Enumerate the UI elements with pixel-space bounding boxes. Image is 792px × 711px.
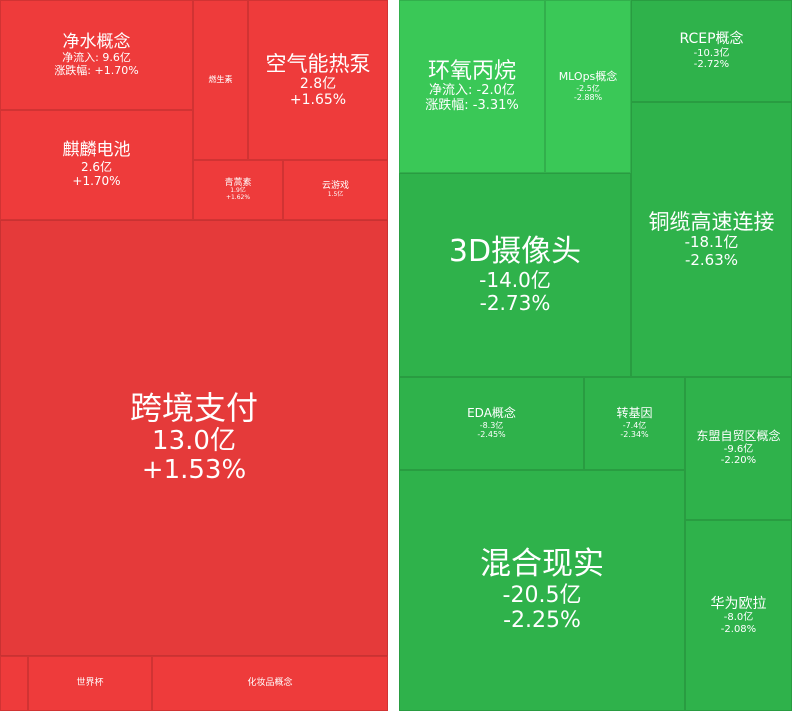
tile-net-inflow: 1.5亿 <box>327 190 344 198</box>
tile-name: 青蒿素 <box>224 177 252 188</box>
tile-name: 3D摄像头 <box>448 233 582 269</box>
tile-change: -2.20% <box>720 455 757 467</box>
tile-name: 化妆品概念 <box>247 678 293 689</box>
tile-change: +1.65% <box>289 92 347 109</box>
treemap-tile[interactable]: 混合现实 -20.5亿 -2.25% <box>399 470 685 711</box>
treemap-tile[interactable]: 世界杯 <box>28 656 152 711</box>
tile-net-inflow: 2.6亿 <box>80 159 113 174</box>
treemap-tile[interactable]: 跨境支付 13.0亿 +1.53% <box>0 220 388 656</box>
tile-change: -2.08% <box>720 623 757 635</box>
tile-name: MLOps概念 <box>558 69 618 83</box>
tile-name: 东盟自贸区概念 <box>696 429 781 444</box>
treemap-tile[interactable]: 云游戏 1.5亿 <box>283 160 388 220</box>
tile-name: 环氧丙烷 <box>427 58 516 84</box>
treemap-tile[interactable]: 净水概念 净流入: 9.6亿 涨跌幅: +1.70% <box>0 0 193 110</box>
tile-net-inflow: 13.0亿 <box>152 425 236 456</box>
tile-change: +1.70% <box>72 173 121 188</box>
tile-name: 转基因 <box>616 406 653 421</box>
treemap-tile[interactable]: 华为欧拉 -8.0亿 -2.08% <box>685 520 792 711</box>
tile-name: 铜缆高速连接 <box>648 210 775 235</box>
tile-net-inflow: -8.3亿 <box>479 421 504 431</box>
treemap-tile[interactable]: 环氧丙烷 净流入: -2.0亿 涨跌幅: -3.31% <box>399 0 545 173</box>
treemap-tile[interactable]: 3D摄像头 -14.0亿 -2.73% <box>399 173 631 377</box>
tile-name: 净水概念 <box>62 31 131 52</box>
tile-change: 涨跌幅: +1.70% <box>54 63 139 77</box>
tile-net-inflow: 2.8亿 <box>299 75 337 92</box>
tile-change: +1.62% <box>225 194 251 202</box>
tile-net-inflow: 净流入: 9.6亿 <box>62 51 131 65</box>
tile-change: -2.72% <box>693 59 730 71</box>
treemap-tile[interactable]: 青蒿素 1.9亿 +1.62% <box>193 160 283 220</box>
panel-divider <box>388 0 399 711</box>
tile-name: 空气能热泵 <box>265 51 371 76</box>
tile-name: EDA概念 <box>467 406 516 421</box>
tile-name: 跨境支付 <box>129 388 258 427</box>
tile-name: 燃生素 <box>208 75 233 85</box>
treemap-tile[interactable] <box>0 656 28 711</box>
tile-net-inflow: -18.1亿 <box>684 233 739 252</box>
treemap-tile[interactable]: 燃生素 <box>193 0 248 160</box>
tile-change: -2.88% <box>573 92 603 102</box>
tile-name: RCEP概念 <box>679 31 744 48</box>
treemap-tile[interactable]: 空气能热泵 2.8亿 +1.65% <box>248 0 388 160</box>
loss-treemap-panel: 环氧丙烷 净流入: -2.0亿 涨跌幅: -3.31% MLOps概念 -2.5亿 -2.… <box>399 0 792 711</box>
tile-net-inflow: -7.4亿 <box>622 421 647 431</box>
tile-net-inflow: -8.0亿 <box>723 612 754 624</box>
treemap-tile[interactable]: 东盟自贸区概念 -9.6亿 -2.20% <box>685 377 792 520</box>
tile-change: +1.53% <box>141 455 247 486</box>
tile-net-inflow: 净流入: -2.0亿 <box>429 83 515 99</box>
treemap-tile[interactable]: 转基因 -7.4亿 -2.34% <box>584 377 685 470</box>
tile-change: -2.45% <box>477 430 506 440</box>
treemap-tile[interactable]: 铜缆高速连接 -18.1亿 -2.63% <box>631 102 792 377</box>
treemap-tile[interactable]: 化妆品概念 <box>152 656 388 711</box>
tile-change: -2.73% <box>479 291 551 316</box>
tile-name: 混合现实 <box>480 546 604 583</box>
tile-net-inflow: -14.0亿 <box>479 268 551 293</box>
tile-net-inflow: -10.3亿 <box>693 47 730 59</box>
tile-change: -2.25% <box>503 608 581 634</box>
gain-treemap-panel: 净水概念 净流入: 9.6亿 涨跌幅: +1.70% 燃生素 空气能热泵 2.8亿 +1.6… <box>0 0 388 711</box>
treemap-tile[interactable]: RCEP概念 -10.3亿 -2.72% <box>631 0 792 102</box>
treemap-tile[interactable]: MLOps概念 -2.5亿 -2.88% <box>545 0 631 173</box>
tile-net-inflow: -20.5亿 <box>502 583 582 609</box>
tile-change: -2.34% <box>620 430 649 440</box>
tile-change: -2.63% <box>684 250 739 269</box>
tile-net-inflow: 1.9亿 <box>230 187 246 195</box>
tile-net-inflow: -2.5亿 <box>576 83 600 93</box>
treemap-tile[interactable]: 麒麟电池 2.6亿 +1.70% <box>0 110 193 220</box>
tile-name: 麒麟电池 <box>62 140 131 161</box>
tile-name: 世界杯 <box>76 678 104 689</box>
tile-name: 华为欧拉 <box>710 595 767 612</box>
tile-change: 涨跌幅: -3.31% <box>425 98 519 114</box>
tile-name: 云游戏 <box>321 181 349 192</box>
treemap-tile[interactable]: EDA概念 -8.3亿 -2.45% <box>399 377 584 470</box>
tile-net-inflow: -9.6亿 <box>723 443 754 455</box>
